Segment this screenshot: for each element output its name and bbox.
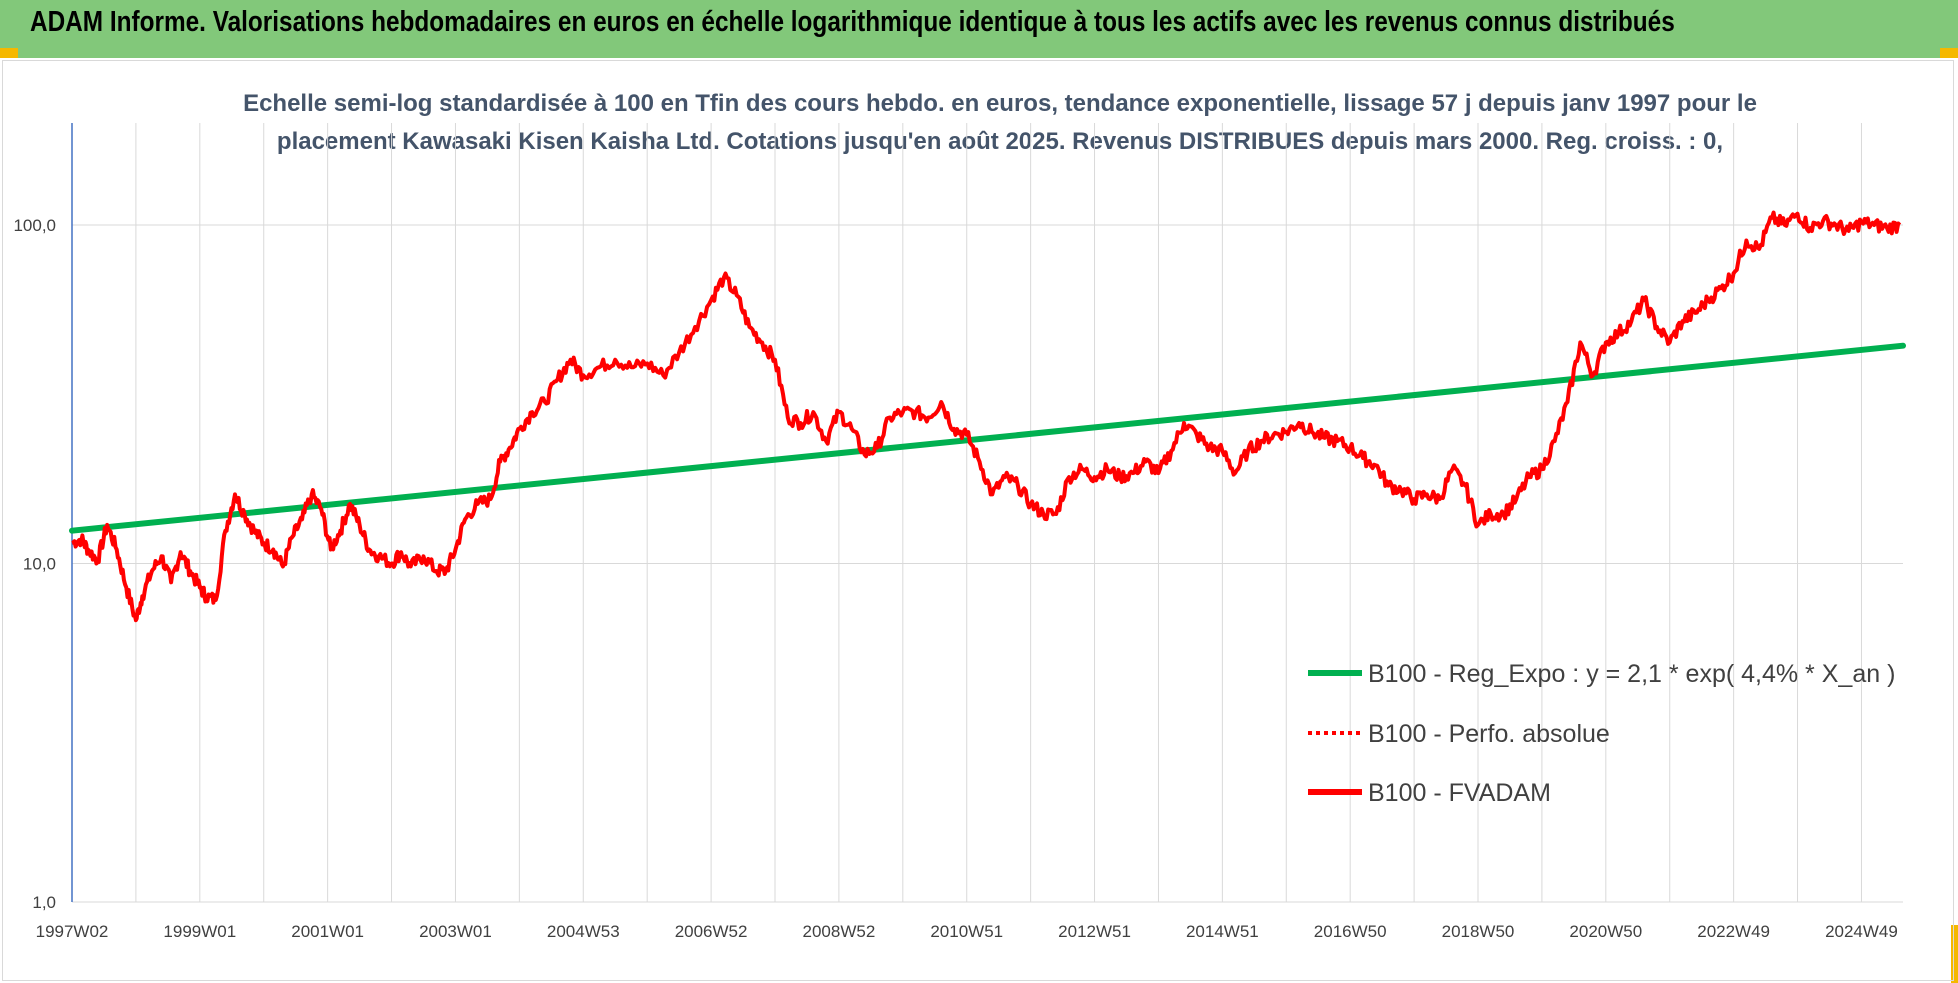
x-tick-label: 2008W52 xyxy=(803,922,876,941)
x-tick-label: 2022W49 xyxy=(1697,922,1770,941)
series-line-fvadam xyxy=(71,210,1902,623)
corner-mark-top-left xyxy=(0,48,18,58)
chart-subtitle-line-1: Echelle semi-log standardisée à 100 en T… xyxy=(243,90,1757,117)
legend-label: B100 - FVADAM xyxy=(1368,779,1551,807)
x-tick-label: 2024W49 xyxy=(1825,922,1898,941)
x-tick-label: 2001W01 xyxy=(291,922,364,941)
x-tick-label: 2014W51 xyxy=(1186,922,1259,941)
x-tick-label: 2020W50 xyxy=(1569,922,1642,941)
corner-mark-bottom-right xyxy=(1951,925,1958,983)
x-tick-label: 2018W50 xyxy=(1442,922,1515,941)
chart-subtitle-line-2: placement Kawasaki Kisen Kaisha Ltd. Cot… xyxy=(277,128,1723,155)
y-tick-label: 100,0 xyxy=(13,216,56,235)
x-tick-label: 2006W52 xyxy=(675,922,748,941)
x-tick-label: 2012W51 xyxy=(1058,922,1131,941)
chart-frame xyxy=(2,60,1954,981)
series-line-reg-expo xyxy=(69,342,1906,534)
axis-layer: 1,0 10,0 100,0 1997W02 1999W01 2001W01 2003W01… xyxy=(13,123,1898,941)
y-tick-label: 1,0 xyxy=(32,893,56,912)
x-tick-label: 1999W01 xyxy=(163,922,236,941)
x-tick-label: 2004W53 xyxy=(547,922,620,941)
corner-mark-top-right xyxy=(1940,48,1958,58)
title-banner: ADAM Informe. Valorisations hebdomadaire… xyxy=(0,0,1958,58)
legend-label: B100 - Perfo. absolue xyxy=(1368,720,1610,748)
legend: B100 - Reg_Expo : y = 2,1 * exp( 4,4% * … xyxy=(1308,660,1895,807)
page-title: ADAM Informe. Valorisations hebdomadaire… xyxy=(30,6,1675,38)
y-tick-label: 10,0 xyxy=(23,555,56,574)
x-tick-label: 2003W01 xyxy=(419,922,492,941)
x-tick-label: 2010W51 xyxy=(930,922,1003,941)
x-tick-label: 1997W02 xyxy=(36,922,109,941)
grid-layer xyxy=(72,123,1903,903)
series-layer xyxy=(69,210,1906,623)
legend-label: B100 - Reg_Expo : y = 2,1 * exp( 4,4% * … xyxy=(1368,660,1895,688)
x-tick-label: 2016W50 xyxy=(1314,922,1387,941)
